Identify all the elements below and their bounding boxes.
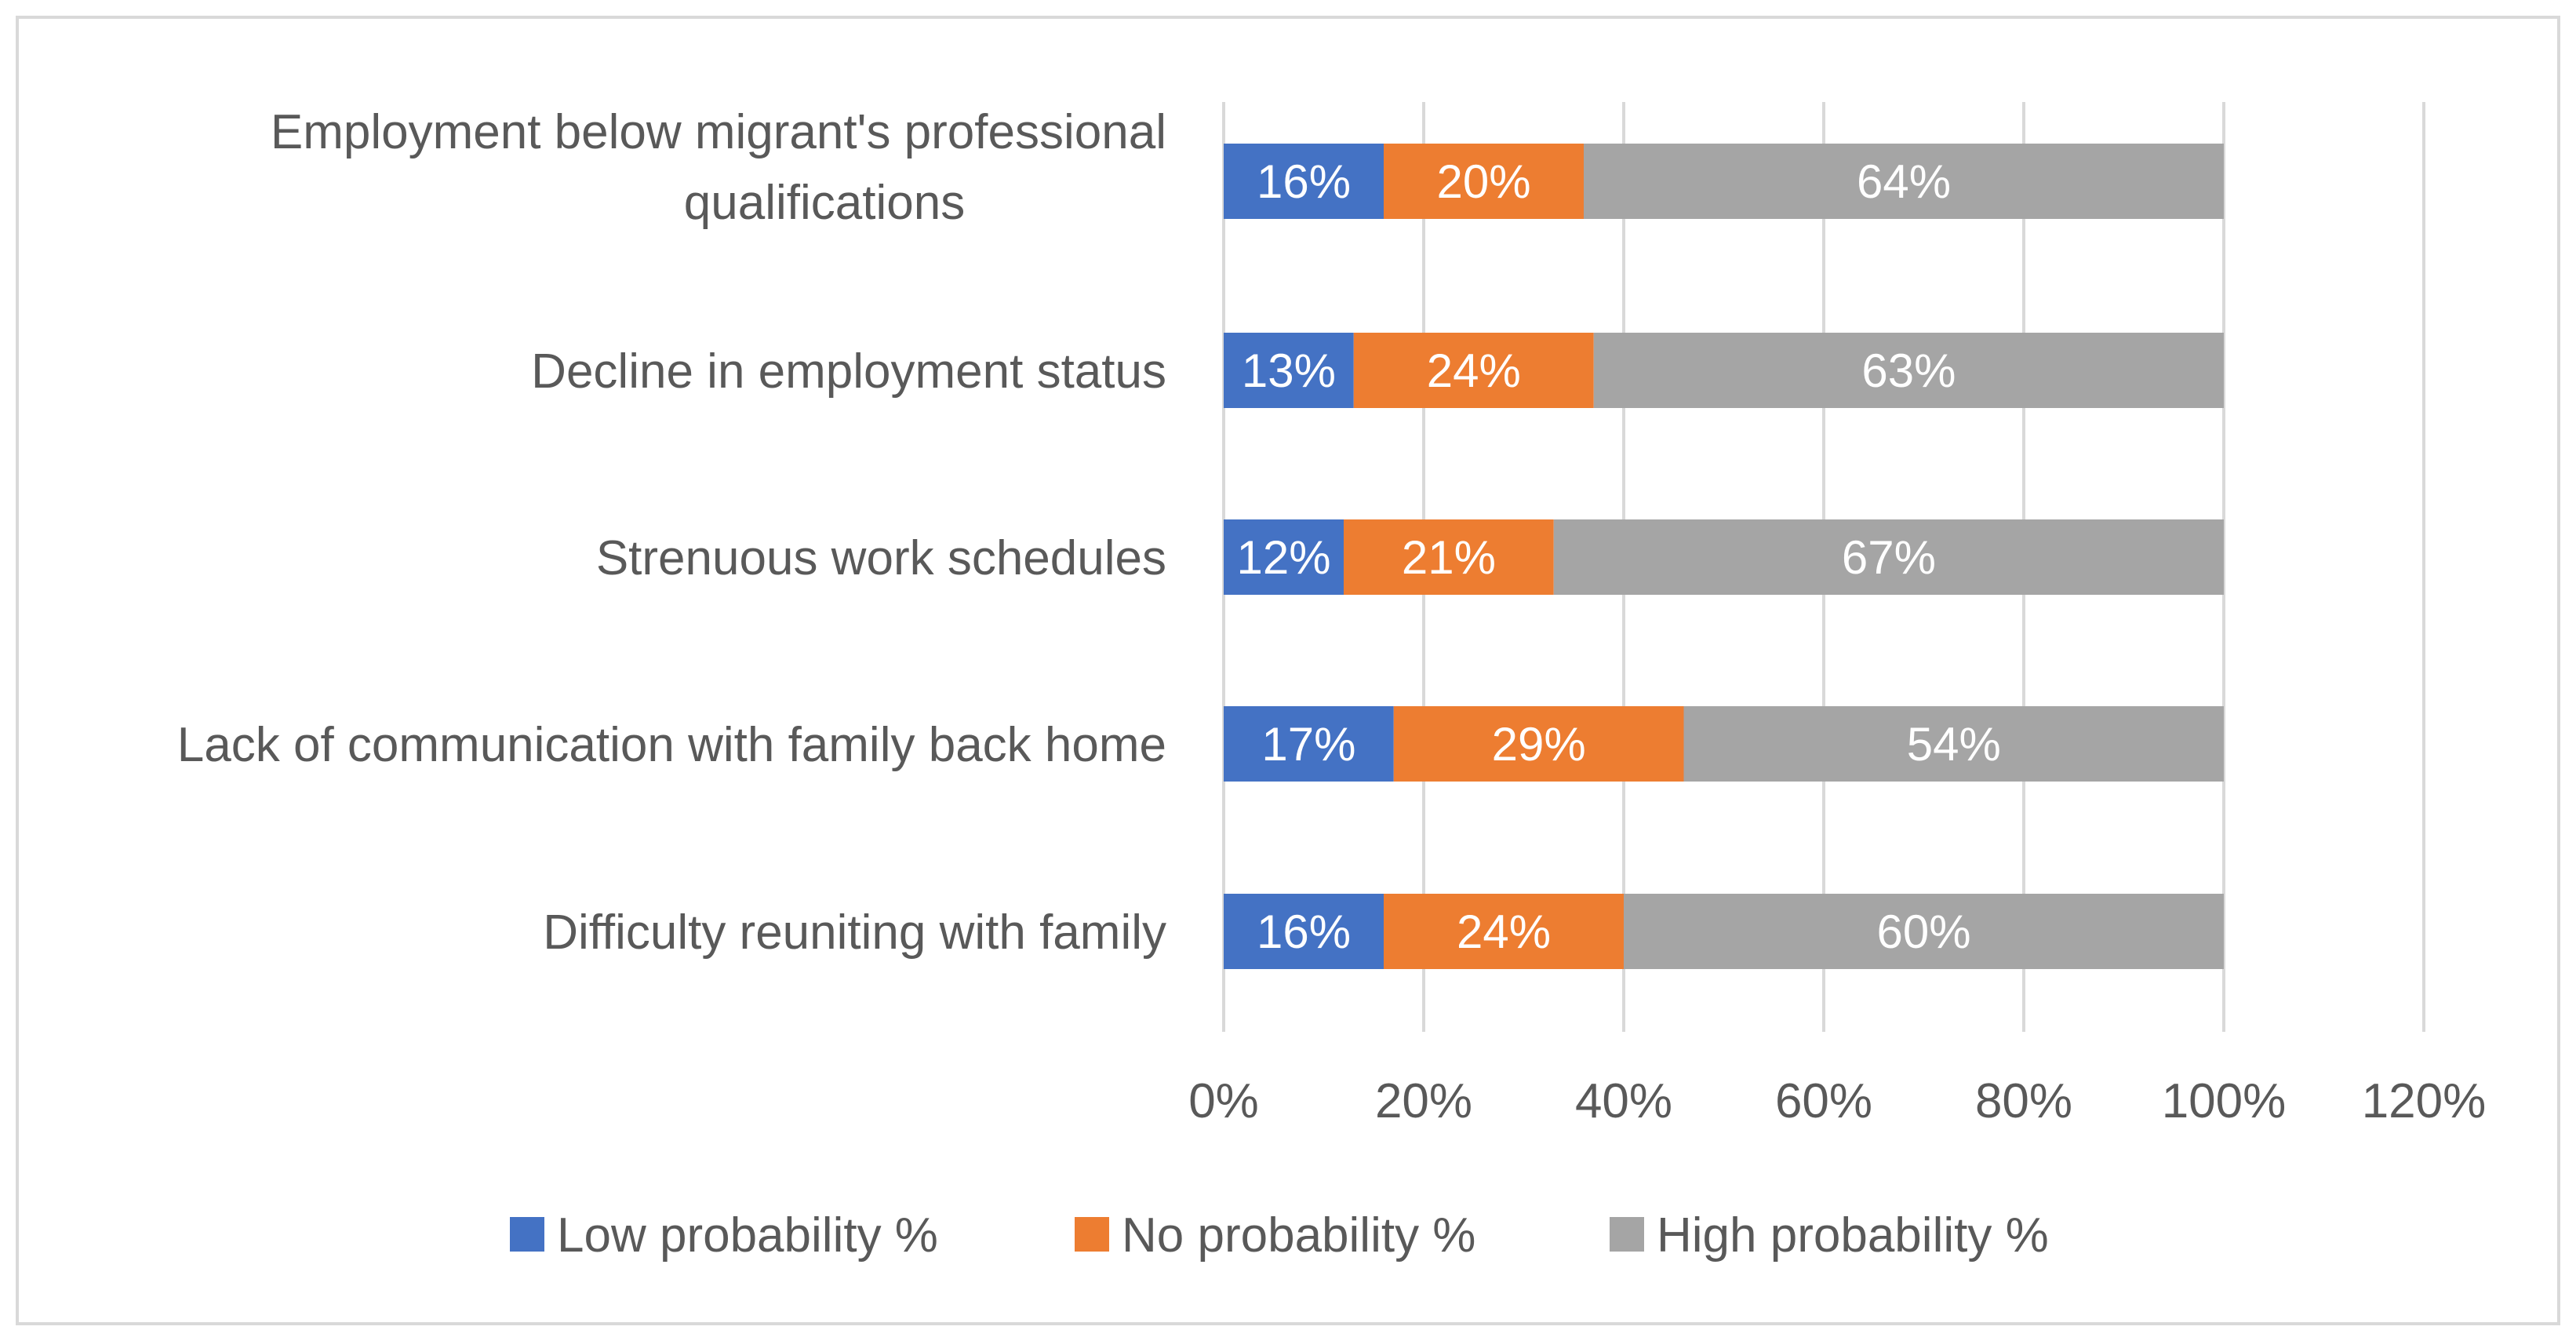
data-label-4-no: 29% (1492, 718, 1586, 771)
bar-5-no (1384, 894, 1624, 969)
bar-3-high (1553, 519, 2224, 595)
data-label-4-low: 17% (1261, 718, 1355, 771)
data-label-5-high: 60% (1876, 906, 1970, 958)
category-labels: Employment below migrant's professional q… (177, 105, 1166, 960)
bar-5-low (1224, 894, 1384, 969)
bar-2-no (1353, 333, 1594, 408)
data-label-3-no: 21% (1402, 531, 1496, 584)
bar-4-high (1683, 706, 2224, 782)
data-label-1-no: 20% (1436, 155, 1530, 208)
data-label-1-high: 64% (1857, 155, 1951, 208)
bar-4-no (1393, 706, 1684, 782)
bar-3-no (1344, 519, 1554, 595)
category-label-2: Decline in employment status (531, 344, 1166, 399)
x-tick-label-0pct: 0% (1188, 1074, 1259, 1128)
bar-1-no (1384, 144, 1584, 219)
data-label-1-low: 16% (1257, 155, 1351, 208)
legend-label-high: High probability % (1657, 1208, 2049, 1263)
bar-4-low (1224, 706, 1394, 782)
chart-border (16, 16, 2560, 1325)
x-axis-tick-labels: 0% 20% 40% 60% 80% 100% 120% (1188, 1074, 2486, 1128)
category-label-1-line-1: Employment below migrant's professional (271, 105, 1166, 159)
legend-label-low: Low probability % (557, 1208, 938, 1263)
category-label-4: Lack of communication with family back h… (177, 718, 1166, 772)
legend: Low probability % No probability % High pr… (510, 1208, 2049, 1263)
data-label-2-low: 13% (1242, 344, 1336, 397)
bars: 16% 20% 64% 13% 24% 63% 12% 21% 67% 17% 29% 54% 16% 2… (1224, 144, 2224, 969)
data-label-2-no: 24% (1427, 344, 1521, 397)
bar-5-high (1624, 894, 2224, 969)
x-tick-label-100pct: 100% (2162, 1074, 2287, 1128)
legend-swatch-high (1610, 1217, 1644, 1252)
category-label-1-line-2: qualifications (684, 176, 965, 230)
legend-label-no: No probability % (1122, 1208, 1475, 1263)
legend-swatch-low (510, 1217, 544, 1252)
data-label-3-high: 67% (1842, 531, 1936, 584)
x-tick-label-120pct: 120% (2362, 1074, 2487, 1128)
data-label-4-high: 54% (1907, 718, 2001, 771)
x-tick-label-80pct: 80% (1975, 1074, 2072, 1128)
data-label-5-low: 16% (1257, 906, 1351, 958)
data-label-3-low: 12% (1236, 531, 1330, 584)
bar-1-high (1584, 144, 2224, 219)
x-tick-label-20pct: 20% (1375, 1074, 1472, 1128)
data-label-5-no: 24% (1457, 906, 1551, 958)
legend-swatch-no (1075, 1217, 1109, 1252)
category-label-3: Strenuous work schedules (596, 531, 1166, 585)
bar-1-low (1224, 144, 1384, 219)
x-tick-label-60pct: 60% (1775, 1074, 1872, 1128)
bar-2-low (1224, 333, 1354, 408)
bar-3-low (1224, 519, 1344, 595)
category-label-5: Difficulty reuniting with family (543, 906, 1166, 960)
x-tick-label-40pct: 40% (1575, 1074, 1672, 1128)
bar-2-high (1593, 333, 2224, 408)
data-label-2-high: 63% (1861, 344, 1956, 397)
